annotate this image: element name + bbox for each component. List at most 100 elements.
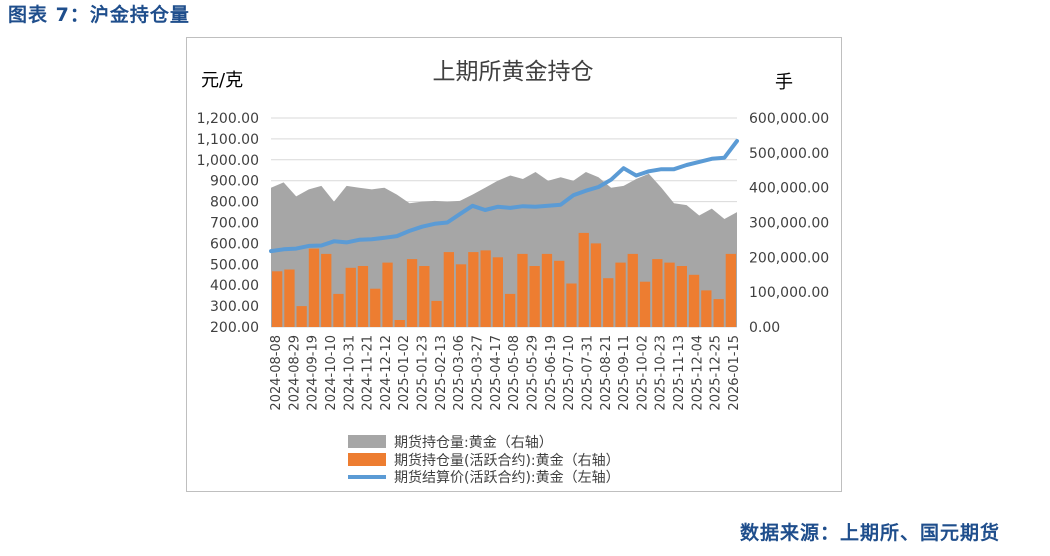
x-tick-label: 2025-02-13 [434,335,449,411]
left-axis-unit: 元/克 [201,70,243,91]
x-tick-label: 2024-08-08 [269,335,284,411]
x-tick-label: 2025-05-08 [507,335,522,411]
left-tick-label: 400.00 [210,278,259,294]
x-tick-label: 2024-08-29 [287,335,302,411]
legend-swatch-active-open-interest [348,453,386,466]
chart-frame: 上期所黄金持仓 元/克 手 1,200.00 1,100.00 1,000.00 90… [186,37,842,492]
x-tick-label: 2024-10-10 [324,335,339,411]
x-tick-label: 2025-11-13 [672,335,687,411]
chart-title: 上期所黄金持仓 [433,59,594,85]
open-interest-bar [541,253,553,327]
open-interest-bar [566,283,577,327]
left-tick-label: 1,200.00 [197,111,259,127]
x-tick-label: 2025-05-29 [526,335,541,411]
x-tick-label: 2024-12-12 [379,335,394,411]
legend-label-settlement-price: 期货结算价(活跃合约):黄金（左轴） [394,469,620,486]
open-interest-bar [382,262,393,327]
open-interest-bar [615,262,626,327]
open-interest-bar [505,293,516,327]
right-axis-ticks: 600,000.00 500,000.00 400,000.00 300,000.00… [749,111,829,336]
open-interest-bar [431,300,442,327]
right-tick-label: 300,000.00 [749,216,829,232]
open-interest-bar [603,278,614,327]
open-interest-bar [406,259,418,327]
open-interest-bar [370,288,381,327]
open-interest-bar [517,253,528,327]
right-tick-label: 600,000.00 [749,111,829,127]
x-tick-label: 2025-12-04 [690,335,705,411]
left-tick-label: 1,100.00 [197,132,259,148]
legend: 期货持仓量:黄金（右轴） 期货持仓量(活跃合约):黄金（右轴） 期货结算价(活跃… [348,434,620,486]
open-interest-bar [272,271,283,327]
open-interest-bar [357,266,369,327]
legend-label-active-open-interest: 期货持仓量(活跃合约):黄金（右轴） [394,452,620,469]
left-tick-label: 700.00 [210,216,259,232]
open-interest-bar [492,257,503,327]
open-interest-bar [419,266,430,327]
active-contract-bars [272,232,736,328]
open-interest-bar [529,266,540,327]
open-interest-bar [333,293,344,327]
x-tick-label: 2026-01-15 [727,335,742,411]
right-tick-label: 0.00 [749,320,780,336]
open-interest-bar [676,266,687,327]
left-tick-label: 900.00 [210,174,259,190]
open-interest-bar [480,250,491,327]
open-interest-bar [284,269,295,327]
open-interest-bar [443,252,454,327]
left-tick-label: 800.00 [210,195,259,211]
x-tick-label: 2025-12-25 [709,335,724,411]
x-tick-label: 2025-08-21 [599,335,614,411]
x-tick-label: 2024-11-21 [361,335,376,411]
x-tick-label: 2025-07-31 [580,335,595,411]
x-tick-label: 2025-10-23 [654,335,669,411]
right-tick-label: 200,000.00 [749,250,829,266]
right-tick-label: 100,000.00 [749,285,829,301]
left-tick-label: 500.00 [210,257,259,273]
open-interest-bar [455,264,467,327]
open-interest-bar [468,252,479,327]
open-interest-bar [627,253,638,327]
x-tick-label: 2025-06-19 [544,335,559,411]
open-interest-bar [652,259,663,327]
x-tick-label: 2024-09-19 [306,335,321,411]
open-interest-bar [394,320,405,327]
settlement-price-line [269,139,739,254]
x-tick-label: 2025-07-10 [562,335,577,411]
open-interest-bar [590,243,602,327]
x-tick-label: 2025-10-02 [635,335,650,411]
right-tick-label: 400,000.00 [749,181,829,197]
x-tick-label: 2025-01-23 [416,335,431,411]
open-interest-bar [345,267,356,327]
source-note: 数据来源：上期所、国元期货 [739,522,1000,544]
settlement-price-polyline [269,139,739,254]
right-tick-label: 500,000.00 [749,146,829,162]
left-axis-ticks: 1,200.00 1,100.00 1,000.00 900.00 800.00 700.… [197,111,259,336]
open-interest-bar [308,248,320,327]
left-tick-label: 600.00 [210,236,259,252]
open-interest-bar [296,306,307,327]
x-tick-label: 2025-03-06 [452,335,467,411]
open-interest-bar [701,290,712,327]
open-interest-bar [664,262,675,327]
x-tick-label: 2025-03-27 [471,335,486,411]
x-axis-ticks: 2024-08-08 2024-08-29 2024-09-19 2024-10-10… [269,335,742,411]
figure-caption: 图表 7：沪金持仓量 [8,4,190,26]
right-axis-unit: 手 [775,72,793,93]
x-tick-label: 2025-09-11 [617,335,632,411]
chart-svg: 上期所黄金持仓 元/克 手 1,200.00 1,100.00 1,000.00 90… [197,59,830,486]
legend-swatch-open-interest [348,435,386,448]
x-tick-label: 2025-01-02 [397,335,412,411]
x-tick-label: 2024-10-31 [342,335,357,411]
open-interest-bar [713,299,724,327]
open-interest-bar [321,253,332,327]
open-interest-bar [554,260,565,327]
left-tick-label: 1,000.00 [197,153,259,169]
x-tick-label: 2025-04-17 [489,335,504,411]
open-interest-bar [725,253,736,327]
left-tick-label: 200.00 [210,320,259,336]
left-tick-label: 300.00 [210,299,259,315]
open-interest-bar [578,232,589,327]
open-interest-bar [639,281,651,327]
legend-label-open-interest: 期货持仓量:黄金（右轴） [394,434,553,451]
